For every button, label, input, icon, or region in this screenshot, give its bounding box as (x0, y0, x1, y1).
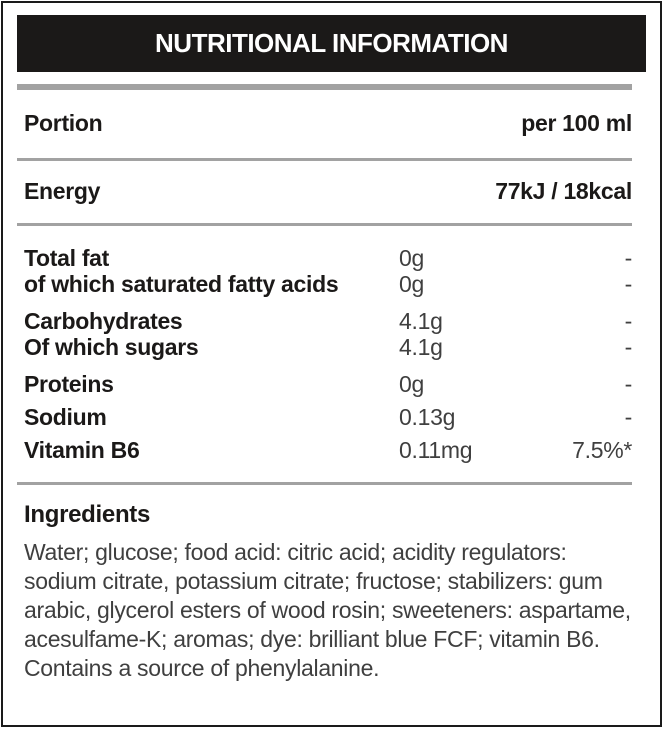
table-row: Sodium 0.13g - (24, 404, 632, 430)
nutrient-amount: 0.11mg (399, 437, 473, 463)
nutrient-ri: - (624, 245, 633, 271)
nutrient-ri: - (624, 271, 633, 297)
table-row: Vitamin B6 0.11mg 7.5%* (24, 437, 632, 463)
nutrient-name: Of which sugars (24, 334, 199, 360)
nutrient-amount: 0g (399, 271, 424, 297)
portion-row: Portion per 100 ml (3, 90, 660, 158)
nutrient-name: Carbohydrates (24, 308, 183, 334)
nutrient-group-proteins: Proteins 0g - (24, 371, 632, 397)
ingredients-text: Water; glucose; food acid: citric acid; … (24, 539, 631, 681)
nutrient-name: Vitamin B6 (24, 437, 140, 463)
portion-value: per 100 ml (521, 110, 632, 136)
ingredients-section: Ingredients Water; glucose; food acid: c… (3, 485, 660, 683)
nutrient-group-sodium: Sodium 0.13g - (24, 404, 632, 430)
nutrient-group-fat: Total fat 0g - of which saturated fatty … (24, 245, 632, 297)
portion-label: Portion (24, 110, 103, 136)
nutrient-amount: 4.1g (399, 308, 443, 334)
nutrient-amount: 0.13g (399, 404, 456, 430)
nutrient-ri: - (624, 334, 633, 360)
nutrient-ri: - (624, 404, 633, 430)
divider (17, 158, 632, 161)
energy-label: Energy (24, 178, 101, 204)
nutrient-ri: - (624, 308, 633, 334)
table-row: of which saturated fatty acids 0g - (24, 271, 632, 297)
nutrient-amount: 0g (399, 371, 424, 397)
page-title: NUTRITIONAL INFORMATION (155, 28, 508, 58)
title-bar: NUTRITIONAL INFORMATION (17, 15, 646, 72)
table-row: Total fat 0g - (24, 245, 632, 271)
nutrient-group-vitamin-b6: Vitamin B6 0.11mg 7.5%* (24, 437, 632, 463)
divider (17, 482, 632, 485)
nutrient-ri: 7.5%* (572, 437, 632, 463)
nutrient-ri: - (624, 371, 633, 397)
table-row: Carbohydrates 4.1g - (24, 308, 632, 334)
energy-value: 77kJ / 18kcal (495, 178, 632, 204)
nutrient-name: Total fat (24, 245, 110, 271)
nutrient-group-carbs: Carbohydrates 4.1g - Of which sugars 4.1… (24, 308, 632, 360)
divider-thick (17, 84, 632, 90)
table-row: Proteins 0g - (24, 371, 632, 397)
energy-row: Energy 77kJ / 18kcal (3, 161, 660, 223)
nutrient-amount: 0g (399, 245, 424, 271)
ingredients-heading: Ingredients (24, 501, 151, 528)
nutrient-amount: 4.1g (399, 334, 443, 360)
nutrients-table: Total fat 0g - of which saturated fatty … (3, 226, 660, 482)
table-row: Of which sugars 4.1g - (24, 334, 632, 360)
nutrient-name: of which saturated fatty acids (24, 271, 339, 297)
nutrient-name: Sodium (24, 404, 107, 430)
divider (17, 223, 632, 226)
nutrient-name: Proteins (24, 371, 114, 397)
